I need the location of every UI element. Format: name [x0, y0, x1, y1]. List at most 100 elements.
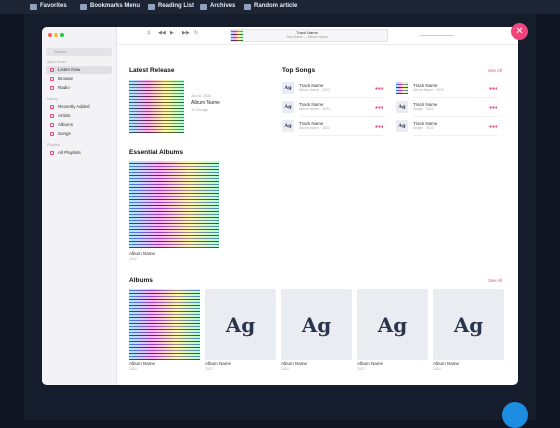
song-subtitle: Single · 2022	[413, 107, 434, 111]
see-all[interactable]: See All	[488, 278, 503, 283]
more-button[interactable]	[489, 87, 497, 90]
album-year: 2022	[281, 367, 289, 371]
song-title[interactable]: Track Name	[299, 121, 324, 126]
song-artwork: Ag	[282, 82, 294, 94]
bookmark[interactable]: Favorites	[40, 3, 67, 9]
sidebar-icon	[50, 77, 54, 81]
song-title[interactable]: Track Name	[299, 83, 324, 88]
song-subtitle: Single · 2022	[413, 126, 434, 130]
bookmark-icon	[30, 4, 37, 10]
album-artwork[interactable]: Ag	[357, 289, 428, 360]
player-control[interactable]: ⤨	[146, 30, 151, 36]
zoom-dot[interactable]	[60, 33, 64, 37]
release-date: Jun 10, 2022	[191, 94, 212, 98]
sidebar-item[interactable]: Radio	[58, 85, 70, 90]
app-window: Search Apple Music Listen Now Browse Radio Li…	[42, 27, 518, 385]
song-subtitle: Album Name · 2022	[413, 88, 445, 92]
sidebar	[42, 27, 117, 385]
minimize-dot[interactable]	[54, 33, 58, 37]
album-year: 2022	[433, 367, 441, 371]
bookmark-icon	[148, 4, 155, 10]
song-title[interactable]: Track Name	[413, 121, 438, 126]
album-name[interactable]: Album Name	[129, 251, 156, 256]
now-playing	[230, 29, 388, 42]
latest-artwork	[129, 80, 184, 133]
row-divider	[299, 97, 383, 98]
bookmark-icon	[80, 4, 87, 10]
sidebar-heading: Apple Music	[47, 60, 67, 64]
album-artwork[interactable]: Ag	[281, 289, 352, 360]
album-name: Album Name	[281, 361, 308, 366]
song-title[interactable]: Track Name	[299, 102, 324, 107]
row-divider	[413, 135, 497, 136]
sidebar-icon	[50, 105, 54, 109]
song-artwork	[396, 82, 408, 94]
album-year: 2022	[129, 367, 137, 371]
search-box[interactable]	[46, 48, 112, 56]
album-name: Album Name	[205, 361, 232, 366]
sidebar-icon	[50, 132, 54, 136]
more-button[interactable]	[375, 125, 383, 128]
track-name: Track Name	[296, 30, 318, 35]
bookmark[interactable]: Random article	[254, 3, 298, 9]
bookmark-icon	[244, 4, 251, 10]
album-year: 2022	[205, 367, 213, 371]
sidebar-item[interactable]: Browse	[58, 76, 74, 81]
sidebar-item[interactable]: Albums	[58, 122, 74, 127]
album-artwork[interactable]: Ag	[433, 289, 504, 360]
sidebar-icon	[50, 86, 54, 90]
album-artwork[interactable]	[129, 289, 200, 360]
sidebar-icon	[50, 114, 54, 118]
sidebar-item[interactable]: Recently Added	[58, 104, 90, 109]
bookmark-icon	[200, 4, 207, 10]
song-subtitle: Album Name · 2022	[299, 126, 331, 130]
song-artwork: Ag	[282, 120, 294, 132]
section-heading: Albums	[129, 277, 153, 284]
song-title[interactable]: Track Name	[413, 83, 438, 88]
sidebar-item[interactable]: Artists	[58, 113, 71, 118]
bookmark[interactable]: Archives	[210, 3, 236, 9]
album-artwork[interactable]: Ag	[205, 289, 276, 360]
more-button[interactable]	[375, 87, 383, 90]
player-control[interactable]: ↻	[194, 30, 199, 36]
album-name: Album Name	[357, 361, 384, 366]
bookmark[interactable]: Reading List	[158, 3, 195, 9]
close-dot[interactable]	[48, 33, 52, 37]
search-placeholder: Search	[54, 49, 67, 54]
section-heading: Top Songs	[282, 67, 316, 74]
song-artwork: Ag	[282, 101, 294, 113]
sidebar-item[interactable]: Listen Now	[58, 67, 81, 72]
toolbar-divider	[117, 44, 518, 45]
see-all[interactable]: See All	[488, 68, 503, 73]
song-subtitle: Album Name · 2022	[299, 107, 331, 111]
now-playing-art	[231, 30, 243, 41]
row-divider	[299, 135, 383, 136]
player-control[interactable]: ◀◀	[158, 30, 166, 36]
row-divider	[413, 116, 497, 117]
player-control[interactable]: ▶	[170, 30, 174, 36]
more-button[interactable]	[375, 106, 383, 109]
sidebar-item[interactable]: All Playlists	[58, 150, 81, 155]
sidebar-icon	[50, 68, 54, 72]
song-artwork: Ag	[396, 101, 408, 113]
sidebar-item[interactable]: Songs	[58, 131, 71, 136]
close-overlay[interactable]: ✕	[511, 23, 528, 40]
song-title[interactable]: Track Name	[413, 102, 438, 107]
song-artwork: Ag	[396, 120, 408, 132]
bookmarks-bar	[0, 0, 560, 14]
volume-slider[interactable]	[420, 35, 454, 36]
section-heading: Latest Release	[129, 67, 175, 74]
album-name: Album Name	[129, 361, 156, 366]
more-button[interactable]	[489, 125, 497, 128]
track-subtitle: Your Band — Album Name	[286, 35, 328, 39]
chat-button[interactable]	[502, 402, 528, 428]
sidebar-heading: Playlists	[47, 143, 60, 147]
sidebar-heading: Library	[47, 97, 58, 101]
sidebar-icon	[50, 151, 54, 155]
release-album: Album Name	[191, 100, 220, 106]
player-control[interactable]: ▶▶	[182, 30, 190, 36]
more-button[interactable]	[489, 106, 497, 109]
bookmark[interactable]: Bookmarks Menu	[90, 3, 141, 9]
row-divider	[299, 116, 383, 117]
